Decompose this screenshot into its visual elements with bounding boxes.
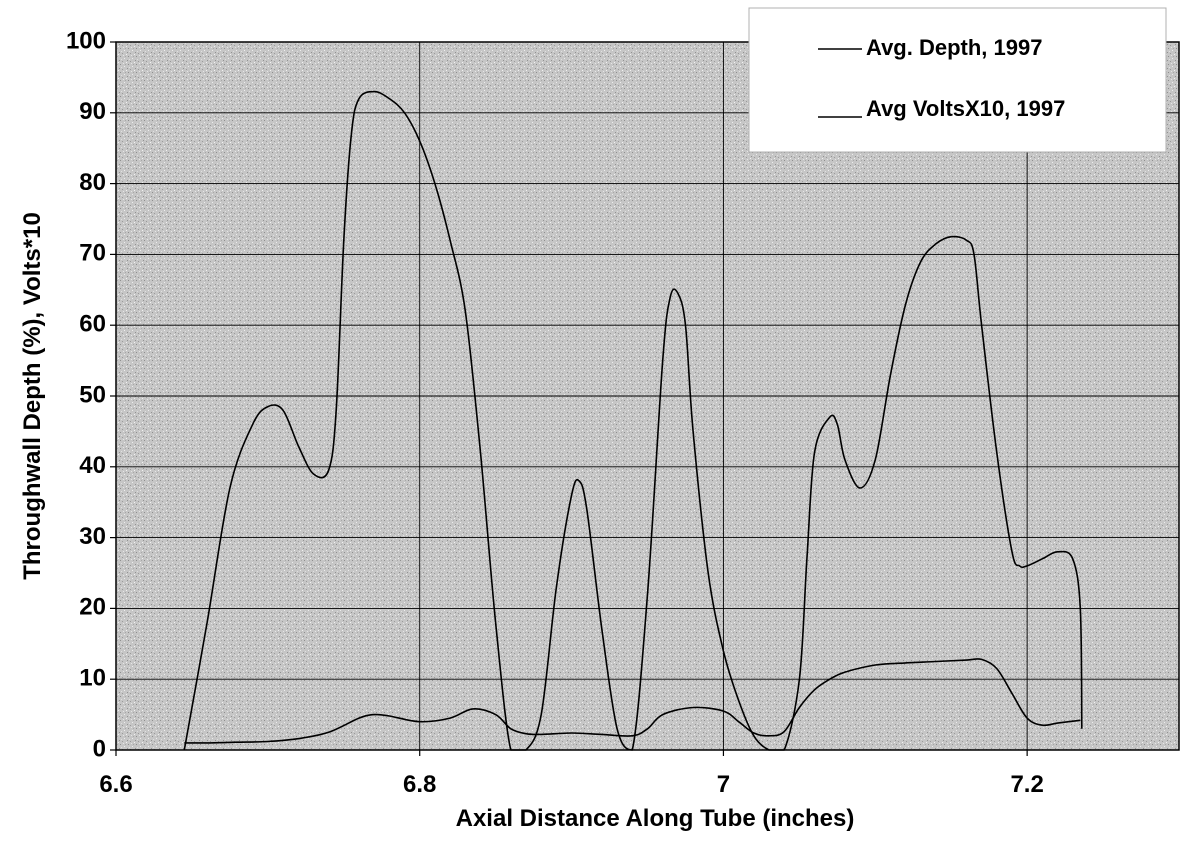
y-tick-label: 80	[79, 169, 106, 196]
y-tick-label: 90	[79, 98, 106, 125]
y-tick-label: 30	[79, 523, 106, 550]
x-tick-label: 6.6	[99, 771, 132, 798]
y-tick-label: 20	[79, 594, 106, 621]
y-tick-label: 50	[79, 381, 106, 408]
legend-label-volts: Avg VoltsX10, 1997	[866, 96, 1065, 121]
y-tick-label: 60	[79, 311, 106, 338]
series-line-avg-volts	[184, 658, 1081, 744]
legend: Avg. Depth, 1997 Avg VoltsX10, 1997	[748, 7, 1167, 153]
y-tick-label: 70	[79, 240, 106, 267]
y-axis-ticks: 0 10 20 30 40 50 60 70 80 90 100	[66, 27, 116, 762]
legend-box	[748, 7, 1167, 153]
y-tick-label: 40	[79, 452, 106, 479]
y-tick-label: 10	[79, 665, 106, 692]
series-line-avg-depth	[183, 90, 1083, 751]
y-tick-label: 0	[93, 735, 106, 762]
x-tick-label: 6.8	[403, 771, 436, 798]
legend-label-depth: Avg. Depth, 1997	[866, 35, 1042, 60]
x-tick-label: 7	[717, 771, 730, 798]
y-tick-label: 100	[66, 27, 106, 54]
series-layer	[183, 90, 1083, 751]
x-tick-label: 7.2	[1010, 771, 1043, 798]
x-axis-ticks: 6.6 6.8 7 7.2	[99, 750, 1044, 798]
x-axis-title: Axial Distance Along Tube (inches)	[456, 805, 855, 832]
y-axis-title: Throughwall Depth (%), Volts*10	[19, 212, 46, 580]
